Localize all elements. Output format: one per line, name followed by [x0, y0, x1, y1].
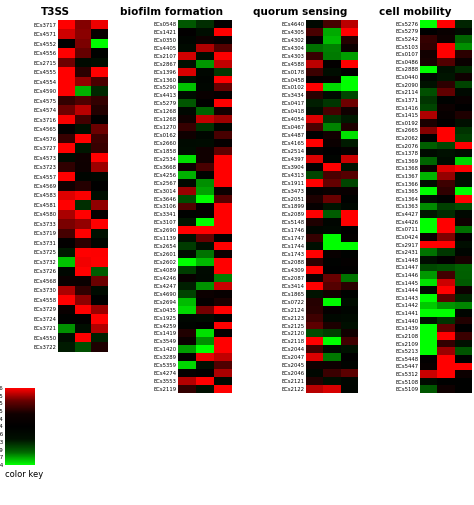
Text: quorum sensing: quorum sensing [253, 7, 347, 17]
Text: T3SS: T3SS [40, 7, 70, 17]
Text: biofilm formation: biofilm formation [119, 7, 222, 17]
Text: color key: color key [5, 470, 43, 479]
Text: cell mobility: cell mobility [379, 7, 451, 17]
